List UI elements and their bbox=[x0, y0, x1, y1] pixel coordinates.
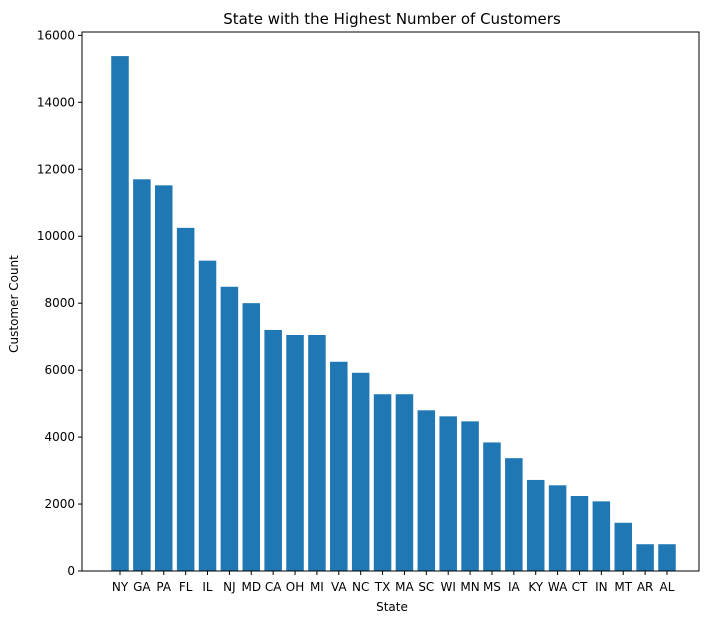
y-tick-label: 0 bbox=[67, 564, 75, 578]
y-tick-label: 16000 bbox=[37, 28, 75, 42]
y-tick-label: 8000 bbox=[44, 296, 75, 310]
x-tick-label: CT bbox=[572, 580, 588, 594]
x-tick-label: NJ bbox=[223, 580, 236, 594]
x-tick-label: MS bbox=[483, 580, 501, 594]
bar-mn bbox=[461, 421, 479, 571]
x-tick-label: KY bbox=[528, 580, 543, 594]
x-tick-label: AL bbox=[660, 580, 675, 594]
x-tick-label: WA bbox=[548, 580, 568, 594]
bar-mt bbox=[614, 522, 632, 571]
x-tick-label: IL bbox=[202, 580, 213, 594]
x-axis-ticks: NY GA PA FL IL NJ MD CA OH MI VA NC TX MA SC WI MN MS IA KY… bbox=[112, 571, 675, 594]
x-tick-label: VA bbox=[331, 580, 347, 594]
x-tick-label: MD bbox=[241, 580, 261, 594]
bar-wi bbox=[439, 416, 457, 571]
x-tick-label: AR bbox=[637, 580, 654, 594]
x-tick-label: IA bbox=[508, 580, 521, 594]
bar-ms bbox=[483, 442, 501, 571]
y-tick-label: 14000 bbox=[37, 95, 75, 109]
y-tick-label: 6000 bbox=[44, 363, 75, 377]
bar-ct bbox=[570, 496, 589, 571]
bar-ca bbox=[264, 329, 282, 571]
bars-group bbox=[111, 56, 676, 571]
x-tick-label: PA bbox=[156, 580, 171, 594]
plot-frame bbox=[81, 31, 700, 572]
x-axis-label: State bbox=[376, 600, 408, 614]
bar-oh bbox=[286, 334, 304, 571]
bar-ma bbox=[395, 394, 414, 571]
y-tick-label: 12000 bbox=[37, 162, 75, 176]
bar-ny bbox=[111, 56, 129, 571]
bar-mi bbox=[308, 334, 326, 571]
x-tick-label: MI bbox=[310, 580, 324, 594]
bar-md bbox=[242, 303, 261, 571]
bar-ar bbox=[636, 544, 654, 571]
x-tick-label: NC bbox=[352, 580, 369, 594]
y-tick-label: 10000 bbox=[37, 229, 75, 243]
bar-wa bbox=[548, 485, 567, 571]
bar-ga bbox=[133, 179, 151, 571]
y-axis-ticks: 0 2000 4000 6000 8000 10000 12000 14000 16000 bbox=[37, 28, 82, 578]
y-axis-label: Customer Count bbox=[7, 255, 21, 353]
x-tick-label: IN bbox=[595, 580, 608, 594]
x-tick-label: GA bbox=[133, 580, 151, 594]
x-tick-label: MN bbox=[460, 580, 479, 594]
x-tick-label: MT bbox=[614, 580, 632, 594]
bar-in bbox=[592, 501, 611, 571]
bar-nc bbox=[351, 372, 370, 571]
chart-title: State with the Highest Number of Custome… bbox=[223, 10, 561, 28]
x-tick-label: SC bbox=[418, 580, 434, 594]
bar-al bbox=[658, 544, 676, 571]
bar-va bbox=[330, 361, 348, 571]
bar-ky bbox=[526, 479, 545, 571]
bar-il bbox=[198, 260, 217, 571]
bar-fl bbox=[176, 227, 195, 571]
x-tick-label: WI bbox=[440, 580, 455, 594]
x-tick-label: CA bbox=[265, 580, 282, 594]
bar-ia bbox=[505, 458, 523, 571]
bar-tx bbox=[373, 394, 392, 571]
x-tick-label: MA bbox=[395, 580, 414, 594]
plot-area: NY GA PA FL IL NJ MD CA OH MI VA NC TX MA SC WI MN MS IA KY… bbox=[37, 28, 700, 594]
x-tick-label: FL bbox=[179, 580, 193, 594]
bar-sc bbox=[417, 410, 436, 571]
y-tick-label: 2000 bbox=[44, 497, 75, 511]
bar-nj bbox=[220, 286, 239, 571]
y-tick-label: 4000 bbox=[44, 430, 75, 444]
x-tick-label: OH bbox=[286, 580, 304, 594]
bar-pa bbox=[155, 185, 173, 571]
x-tick-label: NY bbox=[112, 580, 129, 594]
x-tick-label: TX bbox=[374, 580, 391, 594]
